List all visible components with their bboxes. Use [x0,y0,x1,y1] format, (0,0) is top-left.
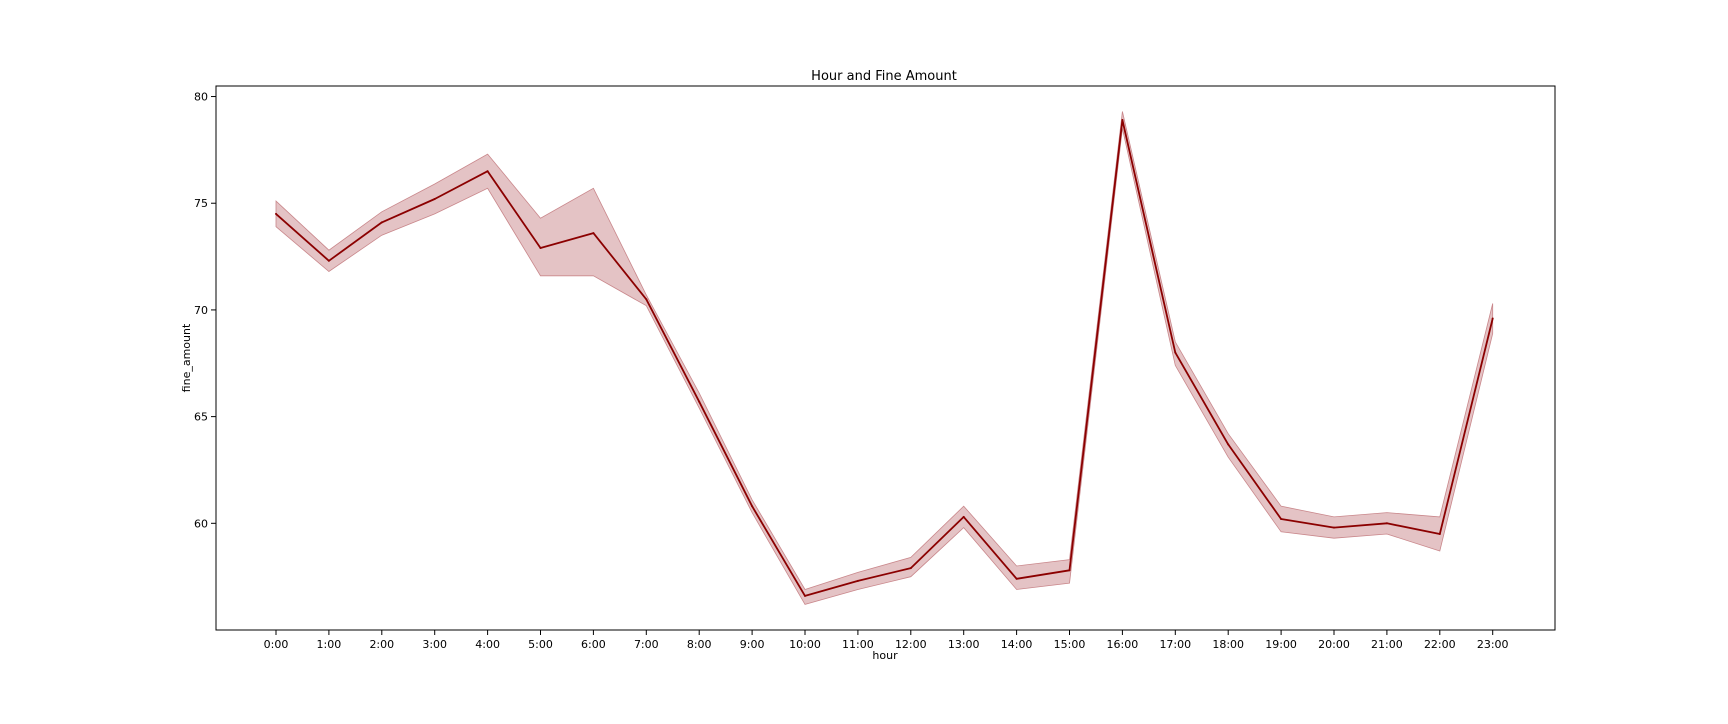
x-tick-label: 17:00 [1159,638,1191,651]
data-point [1121,119,1124,121]
y-tick-label: 65 [194,411,208,424]
y-tick-label: 70 [194,304,208,317]
x-tick-label: 18:00 [1212,638,1244,651]
confidence-band [275,111,1494,605]
x-axis-label: hour [872,649,898,662]
x-tick-label: 4:00 [475,638,500,651]
y-tick-label: 75 [194,197,208,210]
x-tick-label: 16:00 [1107,638,1139,651]
x-tick-label: 21:00 [1371,638,1403,651]
plot-area [275,111,1494,605]
x-tick-label: 14:00 [1001,638,1033,651]
x-tick-label: 10:00 [789,638,821,651]
data-point [804,594,806,597]
x-tick-label: 5:00 [528,638,553,651]
data-point [592,232,595,235]
data-point [1385,522,1388,525]
data-point [1015,577,1018,580]
data-point [1174,351,1177,354]
data-point [275,212,277,215]
data-point [327,259,330,262]
data-point [1438,533,1441,535]
data-point [1491,317,1494,320]
x-tick-label: 7:00 [634,638,659,651]
x-tick-label: 23:00 [1477,638,1509,651]
x-tick-label: 2:00 [369,638,394,651]
plot-frame [215,85,1556,631]
x-tick-label: 12:00 [895,638,927,651]
data-point [433,198,436,200]
data-point [698,400,701,403]
x-tick-label: 19:00 [1265,638,1297,651]
data-point [539,247,542,249]
x-tick-label: 6:00 [581,638,606,651]
data-point [856,579,859,582]
y-tick-label: 60 [194,517,208,530]
x-tick-label: 20:00 [1318,638,1350,651]
x-tick-label: 1:00 [317,638,342,651]
x-tick-label: 8:00 [687,638,712,651]
x-tick-label: 9:00 [740,638,765,651]
x-tick-label: 13:00 [948,638,980,651]
data-point [1333,526,1335,529]
data-point [486,170,489,173]
x-tick-label: 3:00 [422,638,447,651]
data-point [1227,443,1230,446]
data-point [751,505,754,508]
y-axis-label: fine_amount [180,323,193,392]
x-tick-label: 15:00 [1054,638,1086,651]
data-point [645,298,648,301]
y-tick-label: 80 [194,91,208,104]
data-point [909,567,912,570]
data-point [1068,569,1071,572]
series-line [275,119,1494,597]
chart-title: Hour and Fine Amount [811,69,957,84]
data-point [962,515,965,518]
x-tick-label: 0:00 [264,638,289,651]
x-axis: 0:00 1:00 2:00 3:00 4:00 5:00 6:00 7:00 8:00 9:00… [264,630,1509,651]
y-axis: 60 65 70 75 80 [194,91,216,530]
x-tick-label: 22:00 [1424,638,1456,651]
x-tick-label: 11:00 [842,638,874,651]
data-point [1280,518,1283,520]
data-point [380,221,383,224]
